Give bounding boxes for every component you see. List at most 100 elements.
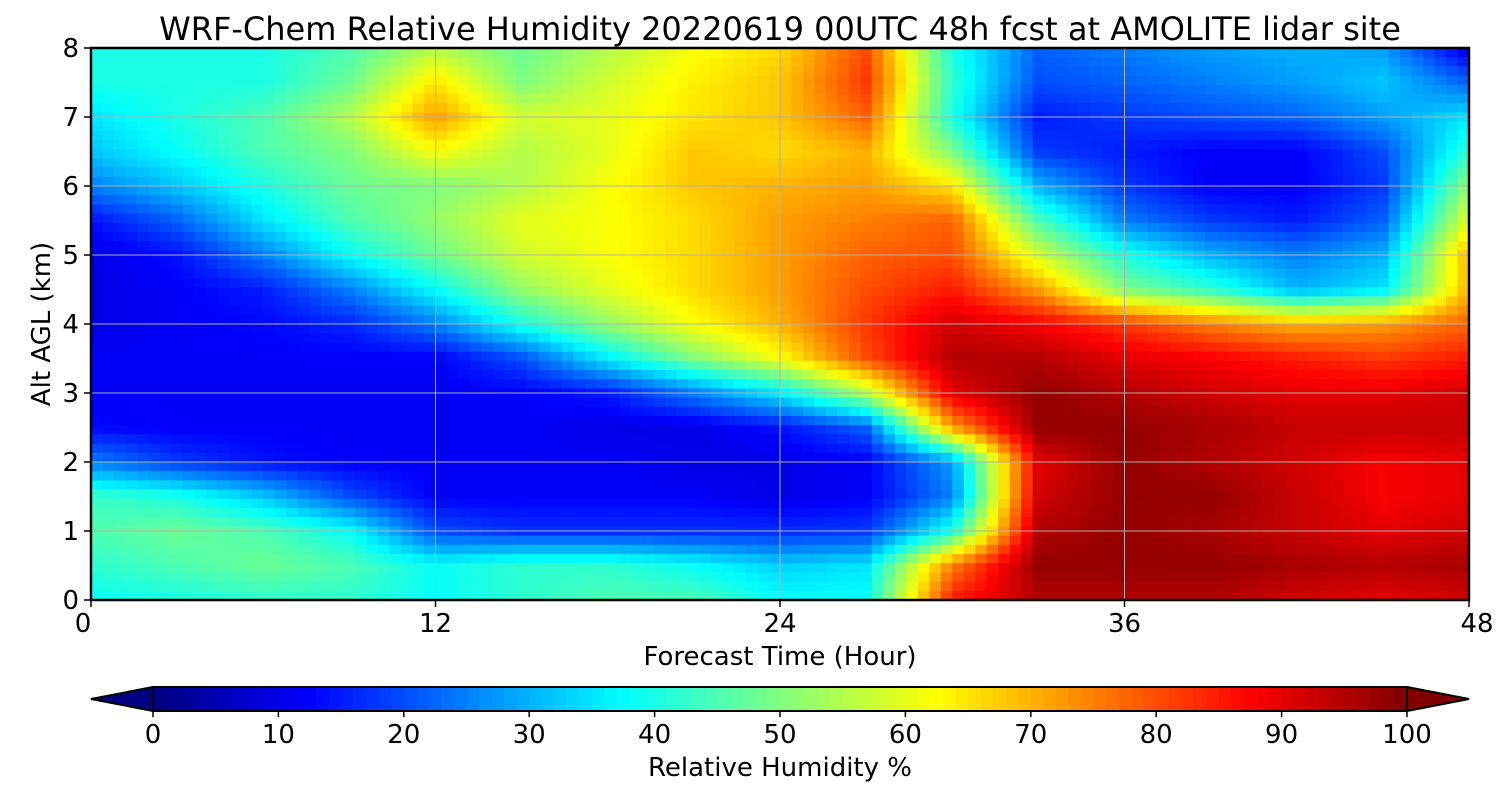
heatmap-cell: [1216, 296, 1229, 307]
heatmap-cell: [1044, 48, 1057, 58]
heatmap-cell: [205, 222, 218, 233]
heatmap-cell: [469, 342, 483, 353]
heatmap-cell: [1365, 140, 1378, 150]
heatmap-cell: [1388, 213, 1401, 224]
heatmap-cell: [1423, 57, 1436, 67]
heatmap-cell: [1354, 57, 1367, 67]
heatmap-cell: [378, 287, 391, 297]
heatmap-cell: [963, 84, 976, 95]
heatmap-cell: [240, 103, 253, 113]
heatmap-cell: [699, 75, 712, 86]
heatmap-cell: [780, 176, 793, 187]
heatmap-cell: [1090, 94, 1103, 104]
heatmap-cell: [722, 324, 735, 334]
heatmap-cell: [366, 379, 379, 389]
heatmap-cell: [848, 370, 861, 380]
heatmap-cell: [688, 351, 701, 362]
heatmap-cell: [550, 121, 563, 132]
heatmap-cell: [584, 425, 597, 435]
heatmap-cell: [1135, 84, 1149, 95]
heatmap-cell: [653, 241, 666, 251]
heatmap-cell: [1055, 121, 1068, 132]
heatmap-cell: [469, 140, 483, 150]
heatmap-cell: [538, 130, 551, 141]
heatmap-cell: [1055, 222, 1068, 233]
heatmap-cell: [1101, 195, 1114, 205]
heatmap-cell: [458, 241, 471, 251]
heatmap-cell: [722, 167, 735, 178]
heatmap-cell: [1239, 314, 1252, 325]
heatmap-cell: [791, 241, 804, 251]
heatmap-cell: [791, 195, 804, 205]
heatmap-cell: [768, 259, 781, 270]
heatmap-cell: [642, 397, 655, 408]
heatmap-cell: [894, 278, 907, 288]
heatmap-cell: [1147, 186, 1160, 196]
heatmap-cell: [940, 158, 953, 169]
heatmap-cell: [734, 121, 747, 132]
heatmap-cell: [952, 48, 965, 58]
heatmap-cell: [113, 232, 127, 242]
heatmap-cell: [446, 176, 460, 187]
heatmap-cell: [1308, 324, 1321, 334]
heatmap-cell: [538, 195, 551, 205]
heatmap-cell: [1021, 195, 1034, 205]
heatmap-cell: [527, 149, 540, 159]
heatmap-cell: [1365, 94, 1378, 104]
heatmap-cell: [309, 140, 322, 150]
heatmap-cell: [550, 158, 563, 169]
heatmap-cell: [1354, 259, 1367, 270]
heatmap-cell: [1181, 57, 1194, 67]
heatmap-cell: [1250, 94, 1263, 104]
heatmap-cell: [768, 425, 781, 435]
heatmap-cell: [1411, 342, 1424, 353]
heatmap-cell: [297, 130, 310, 141]
heatmap-cell: [1204, 324, 1217, 334]
heatmap-cell: [366, 259, 379, 270]
heatmap-cell: [814, 195, 827, 205]
heatmap-cell: [527, 66, 540, 77]
heatmap-cell: [596, 84, 609, 95]
heatmap-cell: [1032, 140, 1045, 150]
heatmap-cell: [780, 324, 793, 334]
heatmap-cell: [630, 57, 643, 67]
heatmap-cell: [263, 186, 276, 196]
heatmap-cell: [435, 296, 448, 307]
heatmap-cell: [757, 232, 770, 242]
heatmap-cell: [596, 305, 609, 316]
heatmap-cell: [814, 232, 827, 242]
heatmap-cell: [1181, 342, 1194, 353]
heatmap-cell: [515, 397, 528, 408]
heatmap-cell: [1147, 140, 1160, 150]
heatmap-cell: [917, 342, 930, 353]
heatmap-cell: [722, 305, 735, 316]
heatmap-cell: [688, 94, 701, 104]
heatmap-cell: [653, 75, 666, 86]
heatmap-cell: [722, 342, 735, 353]
heatmap-cell: [91, 140, 104, 150]
heatmap-cell: [102, 186, 115, 196]
heatmap-cell: [1331, 314, 1344, 325]
heatmap-cell: [251, 379, 264, 389]
heatmap-cell: [917, 425, 930, 435]
heatmap-cell: [102, 379, 115, 389]
heatmap-cell: [871, 379, 884, 389]
heatmap-cell: [1078, 360, 1091, 371]
heatmap-cell: [860, 379, 873, 389]
heatmap-cell: [676, 158, 689, 169]
heatmap-cell: [825, 287, 839, 297]
heatmap-cell: [1273, 287, 1286, 297]
heatmap-cell: [1285, 75, 1298, 86]
heatmap-cell: [802, 370, 816, 380]
heatmap-cell: [768, 204, 781, 215]
heatmap-cell: [998, 406, 1011, 417]
heatmap-cell: [401, 140, 414, 150]
heatmap-cell: [653, 296, 666, 307]
heatmap-cell: [217, 140, 230, 150]
heatmap-cell: [1434, 186, 1447, 196]
heatmap-cell: [538, 397, 551, 408]
heatmap-cell: [286, 149, 299, 159]
heatmap-cell: [630, 324, 643, 334]
heatmap-cell: [366, 305, 379, 316]
heatmap-cell: [848, 397, 861, 408]
